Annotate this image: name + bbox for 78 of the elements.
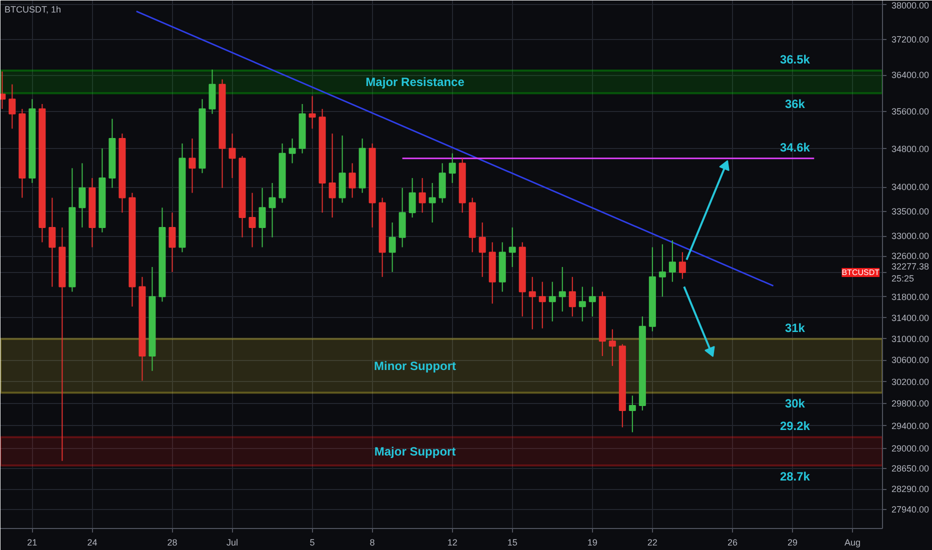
y-tick-label: 31400.00 <box>892 312 930 323</box>
annotation: 30k <box>784 396 806 411</box>
band-label: Major Resistance <box>366 74 465 89</box>
band-label: Minor Support <box>374 358 456 373</box>
annotation: BTCUSDT <box>842 268 880 278</box>
y-tick-label: 29800.00 <box>892 398 930 409</box>
annotation: 36k <box>784 97 806 112</box>
candlestick <box>678 252 686 280</box>
candlestick <box>558 266 566 312</box>
x-tick-label: 28 <box>167 538 178 548</box>
y-tick-label: 29400.00 <box>892 420 930 431</box>
candlestick <box>428 182 436 224</box>
candlestick <box>408 178 416 218</box>
candlestick <box>628 395 636 433</box>
y-tick-label: 32600.00 <box>892 251 930 262</box>
y-tick-label: 27940.00 <box>892 504 930 515</box>
y-tick-label: 36400.00 <box>892 70 930 80</box>
candlestick <box>668 240 676 282</box>
x-tick-label: Aug <box>844 538 860 548</box>
y-tick-label: 38000.00 <box>892 0 930 10</box>
candlestick <box>388 222 396 272</box>
band-label: Major Support <box>374 444 456 458</box>
y-tick-label: 33000.00 <box>892 231 930 242</box>
annotation: 31k <box>784 320 806 335</box>
y-tick-label: 31000.00 <box>892 334 930 344</box>
candlestick <box>78 162 86 228</box>
candlestick <box>168 212 176 272</box>
candlestick <box>228 133 236 179</box>
candlestick <box>658 244 666 298</box>
candlestick <box>8 84 16 130</box>
y-tick-label: 30600.00 <box>892 355 930 366</box>
y-tick-label: 28290.00 <box>892 484 930 494</box>
x-tick-label: 15 <box>507 538 518 548</box>
candlestick <box>248 192 256 248</box>
annotation: 34.6k <box>780 140 810 154</box>
y-tick-label: 34800.00 <box>892 144 930 154</box>
x-tick-label: 26 <box>727 538 738 548</box>
y-tick-label: 33500.00 <box>892 206 930 216</box>
y-tick-label: 37200.00 <box>892 34 930 44</box>
candlestick <box>578 286 586 322</box>
candlestick <box>538 281 546 329</box>
annotation: 36.5k <box>780 52 810 67</box>
candlestick <box>258 187 266 248</box>
y-tick-label: 32277.38 25:25 <box>892 262 930 284</box>
y-tick-label: 34000.00 <box>892 182 930 192</box>
candlestick <box>548 281 556 322</box>
candlestick <box>478 222 486 278</box>
x-tick-label: 21 <box>27 538 38 548</box>
x-tick-label: 12 <box>447 538 458 548</box>
candlestick <box>48 197 56 288</box>
y-tick-label: 35600.00 <box>892 106 930 117</box>
annotation: 29.2k <box>780 419 810 434</box>
x-tick-label: 8 <box>370 538 375 548</box>
candlestick <box>508 226 516 268</box>
candlestick <box>268 182 276 238</box>
x-tick-label: Jul <box>226 538 238 548</box>
x-tick-label: 29 <box>787 538 798 548</box>
x-tick-label: 5 <box>310 538 315 548</box>
chart-title: BTCUSDT, 1h <box>4 4 62 14</box>
candlestick <box>308 96 316 130</box>
y-tick-label: 30200.00 <box>892 376 930 387</box>
candlestick <box>528 276 536 330</box>
y-tick-label: 31800.00 <box>892 292 930 302</box>
candlestick <box>188 138 196 194</box>
x-tick-label: 24 <box>87 538 98 548</box>
candlestick <box>588 286 596 317</box>
candlestick <box>348 162 356 198</box>
annotation: 28.7k <box>780 469 810 484</box>
y-tick-label: 29000.00 <box>892 443 930 454</box>
x-tick-label: 22 <box>647 538 658 548</box>
y-tick-label: 28650.00 <box>892 463 930 474</box>
x-tick-label: 19 <box>587 538 598 548</box>
candlestick <box>288 138 296 164</box>
candlestick <box>568 276 576 317</box>
candlestick <box>448 152 456 184</box>
candlestick <box>608 328 616 366</box>
candlestick <box>418 178 426 214</box>
candlestick <box>328 133 336 218</box>
